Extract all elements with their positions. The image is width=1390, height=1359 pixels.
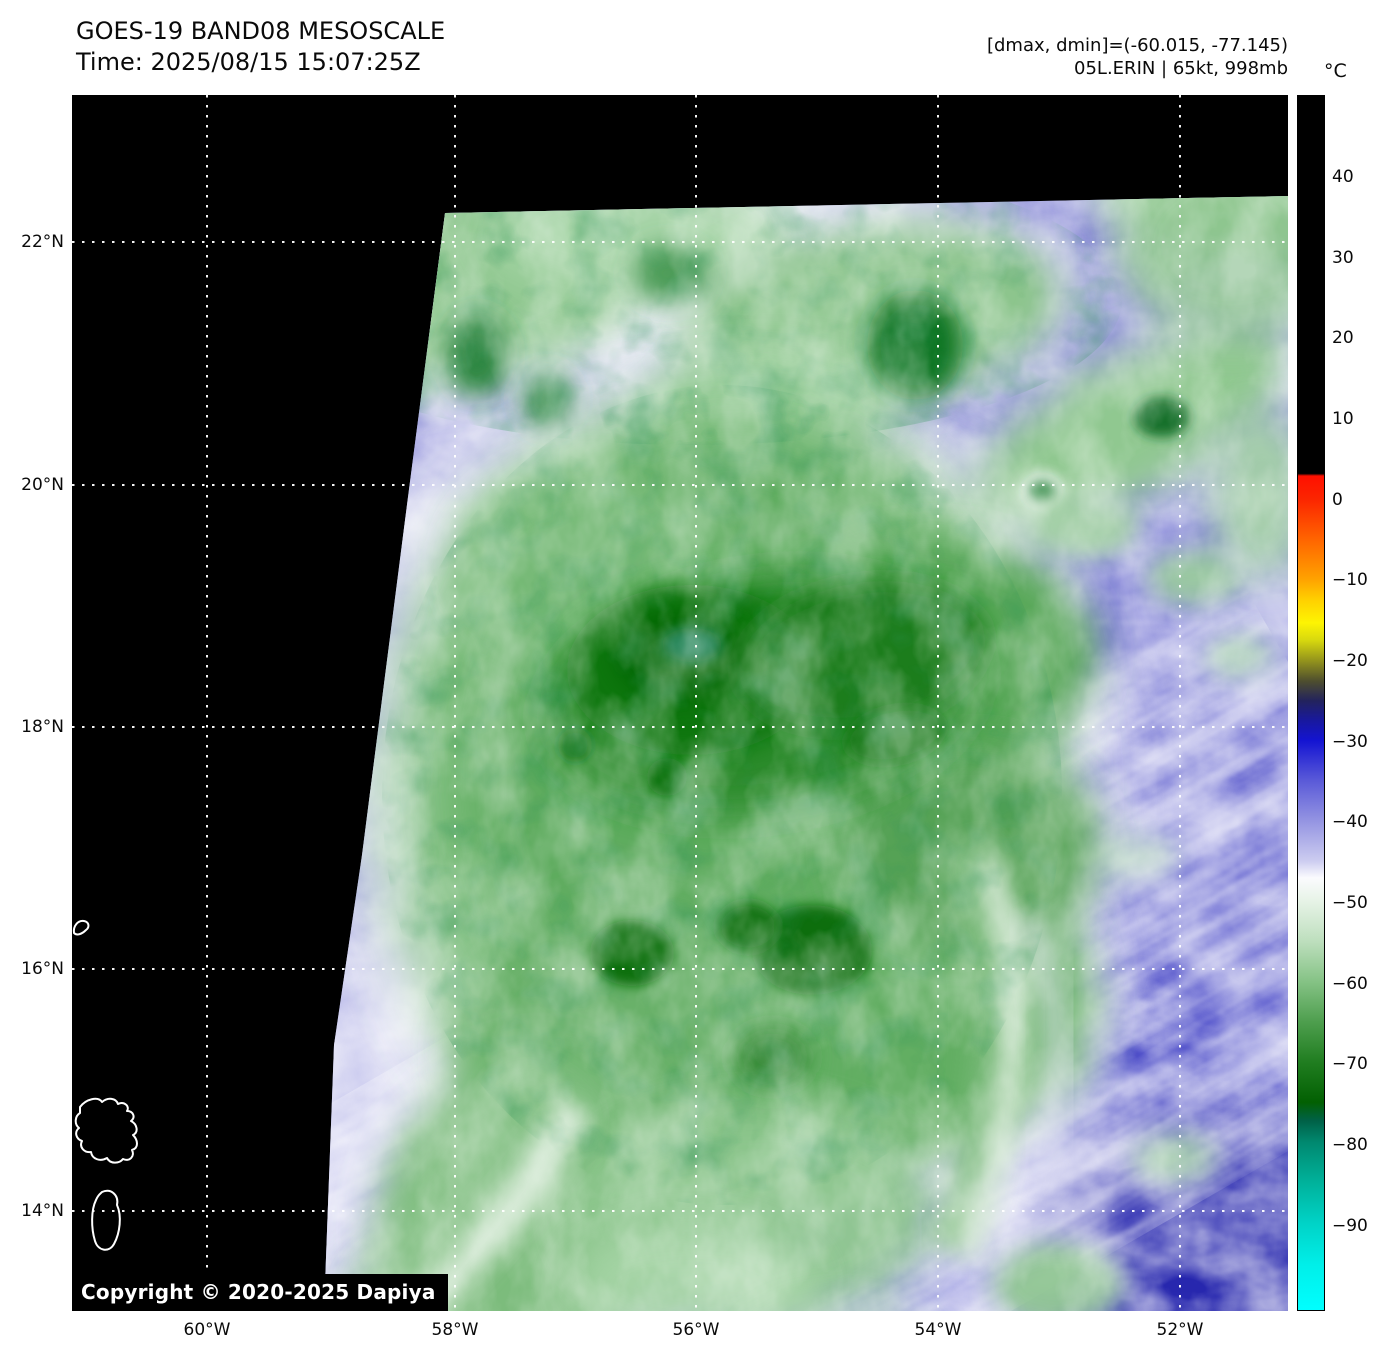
colorbar-tick-label: −20: [1332, 651, 1368, 671]
lat-tick-label: 22°N: [21, 232, 64, 252]
colorbar-tick-label: −40: [1332, 812, 1368, 832]
colorbar-tick-label: 30: [1332, 248, 1354, 268]
coastline-martinique: [74, 1097, 138, 1164]
lon-tick-label: 54°W: [914, 1320, 962, 1340]
dmax-dmin-readout: [dmax, dmin]=(-60.015, -77.145): [986, 35, 1288, 56]
storm-intensity-readout: 05L.ERIN | 65kt, 998mb: [1074, 58, 1288, 79]
colorbar: [1297, 95, 1325, 1311]
satellite-map-plot: Copyright © 2020-2025 Dapiya: [72, 95, 1288, 1311]
lon-tick-label: 56°W: [672, 1320, 720, 1340]
colorbar-tick-label: −50: [1332, 893, 1368, 913]
colorbar-tick-label: 0: [1332, 490, 1343, 510]
coastline-fragment: [72, 919, 90, 936]
satellite-data-swath: [324, 196, 1288, 1311]
product-title: GOES-19 BAND08 MESOSCALE: [76, 17, 446, 45]
colorbar-tick-label: −70: [1332, 1054, 1368, 1074]
colorbar-tick-label: −60: [1332, 974, 1368, 994]
cirrus-texture-layer-2: [324, 196, 1288, 1311]
colorbar-tick-label: −90: [1332, 1216, 1368, 1236]
lat-tick-label: 20°N: [21, 475, 64, 495]
copyright-label: Copyright © 2020-2025 Dapiya: [72, 1274, 448, 1311]
colorbar-tick-label: −30: [1332, 732, 1368, 752]
lat-tick-label: 14°N: [21, 1201, 64, 1221]
colorbar-tick-label: −80: [1332, 1135, 1368, 1155]
header-stats-block: [dmax, dmin]=(-60.015, -77.145) 05L.ERIN…: [987, 34, 1288, 80]
lon-tick-label: 52°W: [1156, 1320, 1204, 1340]
colorbar-unit-label: °C: [1324, 60, 1347, 82]
colorbar-tick-label: −10: [1332, 570, 1368, 590]
lat-tick-label: 18°N: [21, 717, 64, 737]
lon-tick-label: 60°W: [183, 1320, 231, 1340]
satellite-image: [72, 95, 1288, 1311]
header-title-block: GOES-19 BAND08 MESOSCALE Time: 2025/08/1…: [76, 16, 445, 78]
coastline-st-lucia: [91, 1189, 121, 1251]
lon-tick-label: 58°W: [431, 1320, 479, 1340]
product-timestamp: Time: 2025/08/15 15:07:25Z: [76, 48, 421, 76]
colorbar-tick-label: 40: [1332, 167, 1354, 187]
colorbar-tick-label: 20: [1332, 328, 1354, 348]
coastlines: [72, 919, 138, 1251]
lat-tick-label: 16°N: [21, 959, 64, 979]
colorbar-tick-label: 10: [1332, 409, 1354, 429]
